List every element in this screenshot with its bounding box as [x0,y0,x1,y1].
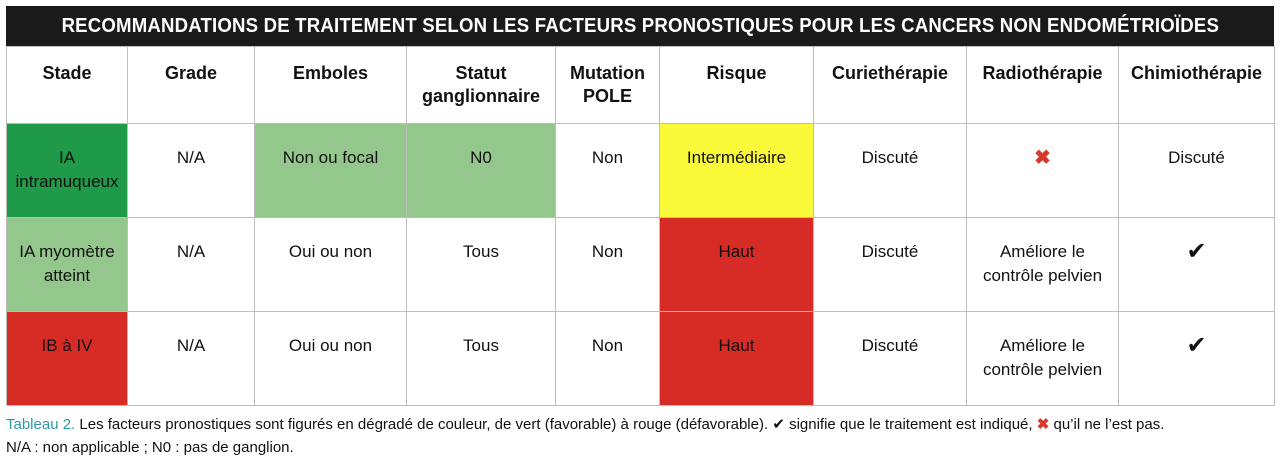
cell-grade: N/A [127,311,255,406]
cell-emboles: Oui ou non [254,217,407,312]
cell-risque: Intermédiaire [659,123,814,218]
cell-grade: N/A [127,123,255,218]
header-row: Stade Grade Emboles Statut ganglionnaire … [6,46,1275,124]
cell-grade: N/A [127,217,255,312]
caption-label: Tableau 2. [6,416,76,433]
cell-radiotherapie: Améliore le contrôle pelvien [966,311,1119,406]
cell-radiotherapie: Améliore le contrôle pelvien [966,217,1119,312]
check-icon: ✔ [1186,332,1207,359]
check-icon: ✔ [1186,238,1207,265]
cell-emboles: Oui ou non [254,311,407,406]
caption-line-2: N/A : non applicable ; N0 : pas de gangl… [6,439,294,456]
cell-curietherapie: Discuté [813,123,967,218]
cell-mutation: Non [555,311,660,406]
table-row: IA myomètre atteint N/A Oui ou non Tous N… [6,217,1275,312]
cell-radiotherapie: ✖ [966,123,1119,218]
header-grade: Grade [127,46,255,124]
treatment-table: Stade Grade Emboles Statut ganglionnaire … [6,46,1275,406]
table-caption: Tableau 2. Les facteurs pronostiques son… [6,413,1274,459]
caption-text-3: qu’il ne l’est pas. [1049,416,1165,433]
cell-chimiotherapie: ✔ [1118,217,1275,312]
header-emboles: Emboles [254,46,407,124]
cell-chimiotherapie: Discuté [1118,123,1275,218]
header-statut-ganglionnaire: Statut ganglionnaire [406,46,556,124]
header-curietherapie: Curiethérapie [813,46,967,124]
cross-icon: ✖ [1036,416,1050,433]
header-mutation-pole: Mutation POLE [555,46,660,124]
table-title-text: RECOMMANDATIONS DE TRAITEMENT SELON LES … [61,14,1219,37]
cell-statut: Tous [406,217,556,312]
cell-chimiotherapie: ✔ [1118,311,1275,406]
header-risque: Risque [659,46,814,124]
caption-text-1: Les facteurs pronostiques sont figurés e… [75,416,773,433]
cell-statut: Tous [406,311,556,406]
cell-stade: IB à IV [6,311,128,406]
cross-icon: ✖ [1034,147,1051,169]
cell-statut: N0 [406,123,556,218]
check-icon: ✔ [772,416,785,433]
cell-risque: Haut [659,217,814,312]
cell-stade: IA intramuqueux [6,123,128,218]
header-stade: Stade [6,46,128,124]
table-row: IB à IV N/A Oui ou non Tous Non Haut Dis… [6,311,1275,406]
cell-emboles: Non ou focal [254,123,407,218]
cell-mutation: Non [555,217,660,312]
cell-risque: Haut [659,311,814,406]
caption-text-2: signifie que le traitement est indiqué, [784,416,1037,433]
cell-curietherapie: Discuté [813,217,967,312]
cell-stade: IA myomètre atteint [6,217,128,312]
cell-mutation: Non [555,123,660,218]
header-radiotherapie: Radiothérapie [966,46,1119,124]
table-title: RECOMMANDATIONS DE TRAITEMENT SELON LES … [6,6,1274,46]
caption-line-1: Tableau 2. Les facteurs pronostiques son… [6,413,1274,436]
header-chimiotherapie: Chimiothérapie [1118,46,1275,124]
cell-curietherapie: Discuté [813,311,967,406]
table-row: IA intramuqueux N/A Non ou focal N0 Non I… [6,123,1275,218]
